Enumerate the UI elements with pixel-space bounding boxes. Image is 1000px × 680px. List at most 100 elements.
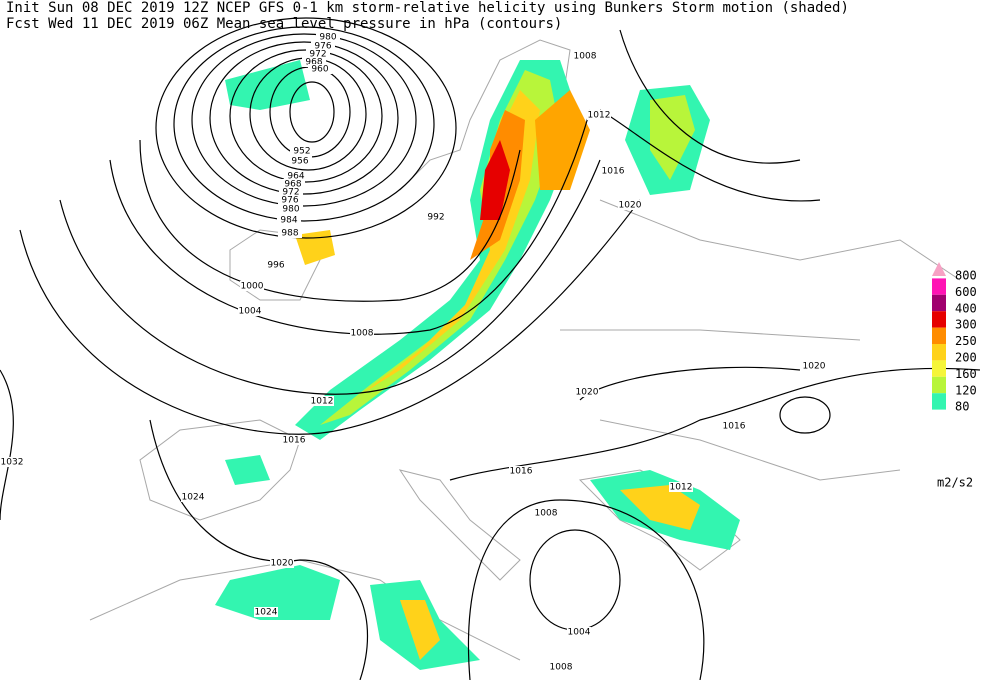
shade-200 bbox=[295, 230, 335, 265]
contour-label: 960 bbox=[311, 65, 328, 75]
contour-label-bg bbox=[424, 212, 448, 222]
contour-label-bg bbox=[0, 457, 24, 467]
contour bbox=[779, 396, 831, 434]
contour bbox=[139, 139, 521, 302]
header-init: Init Sun 08 DEC 2019 12Z NCEP GFS 0-1 km… bbox=[6, 0, 849, 16]
contour bbox=[0, 369, 14, 521]
legend-label: 80 bbox=[955, 400, 969, 414]
legend: 800 600 400 300 250 200 160 120 80 bbox=[932, 262, 977, 414]
contour-label-bg bbox=[270, 558, 294, 568]
legend-label: 600 bbox=[955, 285, 977, 299]
shade-400 bbox=[480, 140, 510, 220]
contour-label-bg bbox=[567, 627, 591, 637]
legend-unit: m2/s2 bbox=[937, 476, 973, 490]
contour-label: 1008 bbox=[550, 663, 573, 673]
shade-200 bbox=[400, 600, 440, 660]
coast bbox=[398, 469, 521, 581]
contour-label-bg bbox=[290, 146, 314, 156]
legend-swatch bbox=[932, 376, 946, 394]
header-forecast: Fcst Wed 11 DEC 2019 06Z Mean sea level … bbox=[6, 16, 562, 32]
contour-label-bg bbox=[311, 41, 335, 51]
contour-label-bg bbox=[350, 328, 374, 338]
contour-label-bg bbox=[618, 200, 642, 210]
contour-label: 1032 bbox=[1, 458, 24, 468]
borders bbox=[560, 199, 961, 481]
contour-label: 992 bbox=[427, 213, 444, 223]
contour-label-bg bbox=[282, 435, 306, 445]
shade-200 bbox=[620, 485, 700, 530]
contour-label-bg bbox=[278, 228, 302, 238]
contour-label: 972 bbox=[282, 188, 299, 198]
contour-label: 1012 bbox=[670, 483, 693, 493]
contour-label-bg bbox=[587, 110, 611, 120]
contour-label-bg bbox=[306, 49, 330, 59]
contour-label: 1008 bbox=[351, 329, 374, 339]
contour bbox=[619, 29, 801, 164]
contour-label: 984 bbox=[280, 216, 297, 226]
contour-label-bg bbox=[281, 179, 305, 189]
contour bbox=[209, 41, 399, 195]
contour bbox=[449, 367, 981, 481]
contour-label-bg bbox=[310, 396, 334, 406]
contour bbox=[599, 109, 821, 202]
legend-label: 250 bbox=[955, 334, 977, 348]
legend-swatch bbox=[932, 360, 946, 377]
contour-label-bg bbox=[302, 57, 326, 67]
contour-label: 996 bbox=[267, 261, 284, 271]
contour-label: 1012 bbox=[588, 111, 611, 121]
labels: Init Sun 08 DEC 2019 12Z NCEP GFS 0-1 km… bbox=[6, 0, 973, 490]
contour-label: 988 bbox=[281, 229, 298, 239]
contour bbox=[173, 26, 435, 222]
coast bbox=[139, 419, 301, 521]
legend-swatch bbox=[932, 294, 946, 312]
contour-label: 1020 bbox=[271, 559, 294, 569]
contour-labels: 9809769729689609529569649689729769809849… bbox=[0, 32, 826, 673]
shade-120 bbox=[650, 95, 695, 180]
contour-label: 980 bbox=[282, 205, 299, 215]
contour bbox=[109, 109, 591, 335]
contour-label: 1016 bbox=[723, 422, 746, 432]
contour-label-bg bbox=[549, 662, 573, 672]
contour bbox=[155, 17, 457, 239]
legend-swatch bbox=[932, 327, 946, 344]
legend-swatch bbox=[932, 393, 946, 410]
contour-label-bg bbox=[722, 421, 746, 431]
contour-label-bg bbox=[264, 260, 288, 270]
contour-label: 952 bbox=[293, 147, 310, 157]
contour bbox=[59, 159, 601, 395]
contour-label-bg bbox=[308, 64, 332, 74]
contour-label-bg bbox=[284, 171, 308, 181]
contour-label-bg bbox=[238, 306, 262, 316]
contour-label: 972 bbox=[309, 50, 326, 60]
contour-label-bg bbox=[316, 32, 340, 42]
contour-label: 1016 bbox=[510, 467, 533, 477]
contour-label-bg bbox=[534, 508, 558, 518]
contour-label: 956 bbox=[291, 157, 308, 167]
legend-swatch bbox=[932, 311, 946, 328]
contour-label-bg bbox=[288, 156, 312, 166]
contour-label-bg bbox=[669, 482, 693, 492]
contour-label-bg bbox=[573, 51, 597, 61]
pressure-contours bbox=[0, 17, 981, 680]
contour-label: 968 bbox=[284, 180, 301, 190]
shade-80 bbox=[225, 60, 310, 110]
contour bbox=[467, 499, 705, 680]
legend-label: 120 bbox=[955, 383, 977, 397]
contour-label: 1020 bbox=[619, 201, 642, 211]
shade-250 bbox=[535, 90, 590, 190]
contour-label: 1008 bbox=[574, 52, 597, 62]
contour-label: 1020 bbox=[576, 388, 599, 398]
contour-label-bg bbox=[277, 215, 301, 225]
contour-label: 1024 bbox=[182, 493, 205, 503]
contour-label-bg bbox=[279, 187, 303, 197]
contour-label: 1020 bbox=[803, 362, 826, 372]
contour bbox=[19, 199, 641, 435]
legend-label: 300 bbox=[955, 318, 977, 332]
shade-80 bbox=[215, 565, 340, 620]
contour-label: 980 bbox=[319, 33, 336, 43]
coast bbox=[229, 229, 321, 301]
legend-swatch bbox=[932, 344, 946, 361]
contour-label: 1024 bbox=[255, 608, 278, 618]
helicity-shading bbox=[215, 60, 740, 670]
